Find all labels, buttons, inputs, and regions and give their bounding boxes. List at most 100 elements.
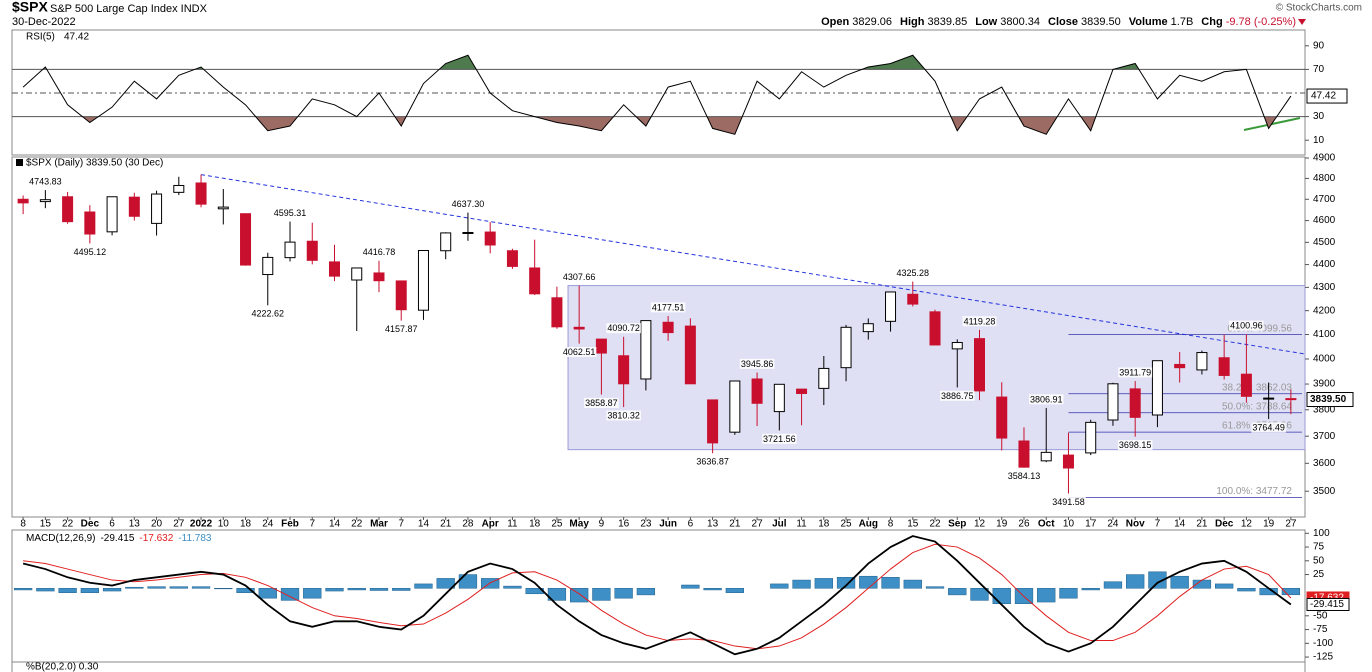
x-tick-label: 10 [1063,519,1075,530]
x-tick-label: Dec [1215,519,1234,530]
annotation-bg [762,433,797,444]
x-tick-label: 25 [840,519,852,530]
price-annotation: 3911.79 [1119,367,1151,377]
macd-histogram-bar [792,579,811,589]
candle-body [729,380,741,433]
y-tick-label: 70 [1313,64,1325,75]
macd-histogram-bar [970,588,989,601]
candle-body [284,241,296,259]
x-tick-label: 18 [529,519,541,530]
candle-body [618,355,630,385]
y-tick-label: -50 [1313,610,1328,621]
x-tick-label: 21 [729,519,741,530]
candle-body [796,388,808,394]
macd-histogram-bar [147,586,166,589]
rsi-last-label: 47.42 [1311,91,1336,102]
y-tick-label: 4900 [1313,153,1336,164]
candle-body [1285,398,1297,401]
annotation-bg [606,323,641,334]
quote-value: -9.78 (-0.25%) [1226,16,1296,28]
candle-body [484,231,496,246]
candle-body [217,206,229,210]
candle-body [573,326,585,330]
x-tick-label: Apr [482,519,499,530]
annotation-bg [1118,367,1153,378]
y-tick-label: 10 [1313,135,1325,146]
legend-swatch [16,159,23,166]
percent-b-panel [11,661,1306,672]
annotation-bg [1251,422,1286,433]
rsi-title: RSI(5) [26,32,55,43]
price-annotation: 3945.86 [741,359,774,369]
fib-label: 100.0%: 3477.72 [1216,486,1292,497]
quote: Open 3829.06 High 3839.85 Low 3800.34 Close 383… [821,16,1296,28]
macd-line [23,543,1292,650]
symbol-name: S&P 500 Large Cap Index INDX [50,3,208,15]
price-annotation: 3491.58 [1052,497,1085,507]
candle-body [1263,397,1275,400]
candle-body [885,291,897,322]
x-tick-label: 8 [20,519,26,530]
x-tick-label: 22 [62,519,74,530]
quote-value: 3839.85 [927,16,967,28]
macd-histogram-bar [992,588,1011,604]
macd-histogram-bar [36,588,55,592]
candle-body [84,211,96,235]
price-annotation: 4090.72 [607,323,640,333]
x-tick-label: 14 [1174,519,1186,530]
macd-histogram-bar [1170,575,1189,589]
annotation-bg [1006,471,1042,482]
candle-body [1062,454,1074,469]
candle-body [262,256,274,276]
x-tick-label: Jul [772,519,787,530]
rsi-last: 47.42 [64,32,89,43]
annotation-bg [250,308,286,319]
annotation-bg [939,390,975,401]
date: 30-Dec-2022 [12,16,76,28]
price-annotation: 4062.51 [563,347,596,357]
annotation-bg [561,346,597,357]
candle-body [39,199,51,203]
x-tick-label: 21 [1196,519,1208,530]
candle-body [62,196,74,223]
trendline [200,174,1306,355]
x-tick-label: Nov [1126,519,1145,530]
macd-histogram-bar [1081,588,1100,591]
macd-histogram-bar [570,588,589,603]
candle-body [1151,360,1163,416]
macd-histogram-bar [770,583,789,589]
candle-body [240,213,252,266]
rsi-last-box [1306,88,1348,104]
price-title: $SPX (Daily) 3839.50 (30 Dec) [26,158,163,169]
x-tick-label: 12 [974,519,986,530]
quote-label: Open [821,16,849,28]
x-tick-label: 15 [907,519,919,530]
annotation-bg [361,247,397,258]
y-tick-label: 4200 [1313,305,1336,316]
annotation-bg [272,207,308,218]
candle-body [151,193,163,224]
candle-body [1040,451,1052,462]
macd-panel [11,529,1306,663]
last-close-box [1306,392,1354,408]
x-tick-label: 18 [818,519,830,530]
macd-histogram-bar [903,579,922,589]
candle-body [1129,388,1141,418]
y-tick-label: 3500 [1313,486,1336,497]
macd-histogram-bar [414,583,433,589]
macd-histogram-bar [1037,588,1056,603]
y-tick-label: 90 [1313,40,1325,51]
candle-body [662,321,674,334]
x-tick-label: 14 [418,519,430,530]
macd-histogram-bar [303,588,322,599]
x-tick-label: 9 [599,519,605,530]
y-tick-label: 3900 [1313,379,1336,390]
change-arrow [1298,19,1306,25]
x-tick-label: 8 [888,519,894,530]
x-tick-label: 11 [796,519,807,530]
x-tick-label: 6 [109,519,115,530]
price-annotation: 4177.51 [652,302,685,312]
quote-value: 3839.50 [1081,16,1121,28]
candle-body [640,320,652,380]
x-tick-label: 13 [707,519,719,530]
